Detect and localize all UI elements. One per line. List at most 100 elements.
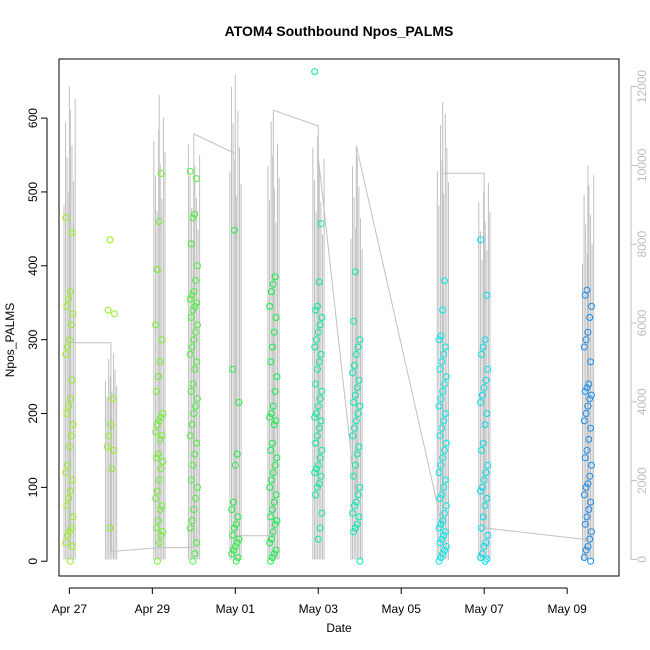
data-point (481, 557, 489, 565)
data-point (64, 531, 72, 539)
data-point (157, 170, 165, 177)
y-axis-label: Npos_PALMS (3, 303, 17, 377)
data-point (588, 391, 595, 399)
data-point (191, 450, 199, 458)
data-point (581, 387, 589, 395)
data-point (153, 487, 161, 495)
data-point (439, 387, 447, 395)
data-point (582, 336, 590, 344)
data-point (315, 480, 323, 488)
data-point (439, 454, 447, 462)
data-point (440, 350, 448, 358)
data-point (438, 424, 446, 432)
data-point (314, 535, 322, 543)
data-point (157, 465, 165, 473)
data-point (353, 450, 361, 458)
data-point (69, 310, 77, 318)
data-point (584, 328, 592, 336)
data-point (156, 358, 164, 366)
data-point (311, 68, 319, 76)
data-point (159, 410, 167, 417)
points-layer (62, 68, 595, 565)
data-point (352, 417, 360, 425)
data-point (355, 443, 363, 451)
data-point (354, 343, 362, 351)
data-point (313, 410, 320, 417)
data-point (269, 280, 277, 288)
y-tick-label: 100 (26, 477, 40, 497)
data-point (581, 291, 589, 299)
data-point (441, 380, 448, 388)
x-tick-label: Apr 29 (135, 602, 171, 616)
data-point (65, 402, 72, 410)
data-point (349, 369, 357, 377)
data-point (267, 513, 275, 521)
data-point (482, 376, 490, 384)
data-point (154, 450, 162, 458)
data-point (235, 398, 243, 406)
data-point (193, 262, 201, 270)
x-tick-label: May 01 (216, 602, 256, 616)
data-point (483, 291, 491, 299)
data-point (441, 277, 448, 285)
data-point (437, 520, 445, 528)
data-point (156, 435, 164, 443)
data-point (273, 373, 281, 381)
data-point (65, 295, 72, 303)
data-point (356, 336, 364, 344)
y-tick-label: 300 (26, 329, 40, 349)
data-point (191, 302, 199, 310)
data-point (478, 483, 486, 491)
data-point (587, 557, 595, 565)
data-point (479, 513, 487, 521)
y2-tick-label: 4000 (635, 388, 649, 415)
data-point (480, 543, 488, 550)
data-point (349, 509, 357, 517)
x-tick-label: May 03 (299, 602, 339, 616)
data-point (438, 535, 446, 543)
data-point (191, 365, 199, 373)
data-point (477, 554, 485, 561)
data-point (63, 410, 71, 417)
data-point (481, 502, 489, 510)
data-point (350, 472, 358, 480)
data-point (478, 524, 485, 532)
data-point (69, 421, 77, 429)
data-point (484, 365, 492, 373)
data-point (440, 483, 448, 491)
data-point (477, 398, 485, 406)
data-point (580, 343, 588, 351)
data-point (157, 531, 165, 539)
data-point (479, 343, 487, 351)
data-point (188, 517, 196, 525)
data-point (158, 502, 166, 510)
data-point (482, 469, 490, 477)
data-point (268, 288, 275, 296)
data-point (62, 469, 70, 477)
data-point (232, 520, 240, 528)
data-point (235, 535, 243, 543)
data-point (267, 446, 275, 454)
data-point (439, 306, 447, 314)
data-point (586, 472, 594, 480)
data-point (484, 531, 492, 539)
data-point (313, 465, 320, 473)
data-point (153, 557, 161, 565)
data-point (355, 376, 363, 384)
data-point (69, 513, 77, 521)
data-point (268, 554, 276, 561)
data-point (315, 358, 323, 366)
data-point (228, 506, 236, 513)
data-point (586, 395, 594, 403)
data-point (582, 483, 590, 491)
data-point (64, 343, 72, 351)
data-point (270, 498, 278, 506)
data-point (272, 314, 280, 321)
data-point (230, 498, 237, 506)
data-point (439, 517, 447, 525)
data-point (350, 398, 358, 406)
data-point (313, 336, 320, 344)
data-point (154, 517, 162, 525)
data-point (152, 494, 160, 502)
